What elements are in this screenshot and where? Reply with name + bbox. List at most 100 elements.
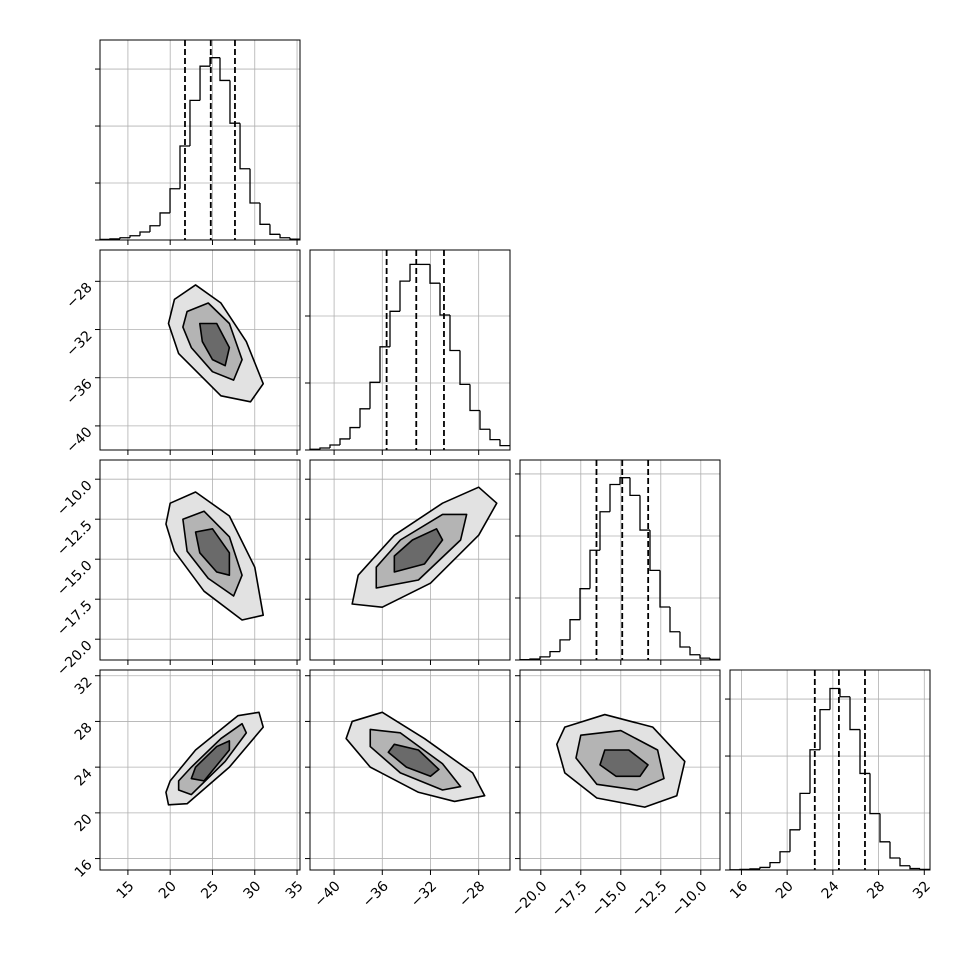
- histogram-step: [529, 658, 540, 660]
- y-tick-label: −12.5: [54, 518, 96, 560]
- histogram-step: [249, 168, 260, 204]
- histogram-step: [359, 408, 370, 428]
- histogram-step: [689, 646, 700, 656]
- y-tick-label: −17.5: [54, 598, 96, 640]
- panel-frame: [519, 459, 721, 661]
- histogram-step: [849, 696, 860, 731]
- panel-frame: [99, 249, 301, 451]
- y-tick-label: 28: [72, 720, 96, 744]
- x-tick-label: −36: [360, 878, 392, 910]
- histogram-step: [439, 283, 450, 316]
- histogram-step: [149, 225, 161, 233]
- x-tick-label: −15.0: [589, 878, 631, 920]
- histogram-step: [259, 202, 270, 225]
- x-tick-label: 35: [283, 878, 307, 902]
- histogram-step: [879, 813, 890, 843]
- histogram-step: [649, 530, 660, 572]
- histogram-step: [269, 224, 281, 235]
- x-tick-label: 16: [727, 878, 751, 902]
- histogram-step: [319, 447, 330, 450]
- histogram-step: [569, 619, 580, 640]
- histogram-step: [229, 80, 241, 124]
- panel-background: [520, 460, 720, 660]
- histogram-step: [609, 483, 620, 512]
- contour: [599, 749, 649, 778]
- x-tick-label: −40: [312, 878, 344, 910]
- panel-frame: [99, 669, 301, 871]
- histogram-step: [129, 235, 140, 238]
- histogram-step: [339, 438, 350, 445]
- histogram-step: [429, 264, 440, 284]
- y-tick-label: 20: [72, 811, 96, 835]
- panel-frame: [99, 39, 301, 241]
- panel-frame: [519, 669, 721, 871]
- y-tick-label: −40: [63, 424, 95, 456]
- histogram-step: [869, 773, 880, 815]
- panel-frame: [309, 249, 511, 451]
- histogram-step: [399, 280, 410, 312]
- histogram-step: [769, 861, 780, 868]
- y-tick-label: 16: [72, 857, 96, 881]
- panel-background: [310, 250, 510, 450]
- histogram-step: [789, 829, 800, 852]
- histogram-step: [219, 57, 230, 82]
- histogram-step: [489, 429, 500, 441]
- histogram-step: [889, 841, 900, 859]
- x-tick-label: 28: [864, 878, 888, 902]
- histogram-step: [349, 426, 360, 439]
- histogram-step: [859, 729, 870, 775]
- y-tick-label: 24: [72, 765, 96, 789]
- histogram-step: [539, 656, 550, 660]
- histogram-step: [329, 444, 340, 448]
- histogram-step: [369, 381, 380, 409]
- histogram-step: [179, 145, 190, 189]
- histogram-step: [379, 346, 390, 383]
- y-tick-label: −10.0: [54, 478, 96, 520]
- histogram-step: [549, 650, 560, 657]
- contour: [198, 322, 231, 367]
- x-tick-label: −10.0: [669, 878, 711, 920]
- y-tick-label: −28: [63, 280, 95, 312]
- x-tick-label: 20: [773, 878, 797, 902]
- histogram-step: [629, 477, 640, 496]
- histogram-step: [639, 495, 650, 531]
- histogram-step: [479, 410, 490, 430]
- y-tick-label: −36: [63, 376, 95, 408]
- histogram-step: [599, 511, 610, 551]
- histogram-step: [799, 792, 810, 830]
- histogram-step: [669, 606, 680, 633]
- histogram-step: [699, 654, 710, 659]
- histogram-step: [659, 570, 670, 608]
- y-tick-label: 32: [72, 674, 96, 698]
- y-tick-label: −32: [63, 328, 95, 360]
- contour: [393, 528, 444, 573]
- x-tick-label: 15: [114, 878, 138, 902]
- contour: [194, 528, 231, 576]
- histogram-step: [169, 188, 180, 213]
- x-tick-label: 25: [198, 878, 222, 902]
- y-tick-label: −15.0: [54, 558, 96, 600]
- histogram-step: [159, 212, 171, 226]
- histogram-step: [819, 708, 830, 750]
- histogram-step: [709, 658, 720, 661]
- panel-frame: [309, 669, 511, 871]
- x-tick-label: 30: [240, 878, 264, 902]
- histogram-step: [499, 439, 510, 447]
- contour: [387, 743, 440, 778]
- panel-frame: [309, 459, 511, 661]
- histogram-step: [579, 588, 590, 620]
- histogram-step: [469, 384, 480, 412]
- histogram-step: [839, 688, 850, 698]
- x-tick-label: −28: [456, 878, 488, 910]
- panel-frame: [729, 669, 931, 871]
- x-tick-label: −17.5: [549, 878, 591, 920]
- x-tick-label: −20.0: [509, 878, 551, 920]
- histogram-step: [829, 687, 840, 710]
- histogram-step: [749, 868, 760, 870]
- histogram-step: [199, 65, 211, 101]
- x-tick-label: −12.5: [629, 878, 671, 920]
- x-tick-label: 32: [910, 878, 934, 902]
- histogram-step: [389, 310, 400, 347]
